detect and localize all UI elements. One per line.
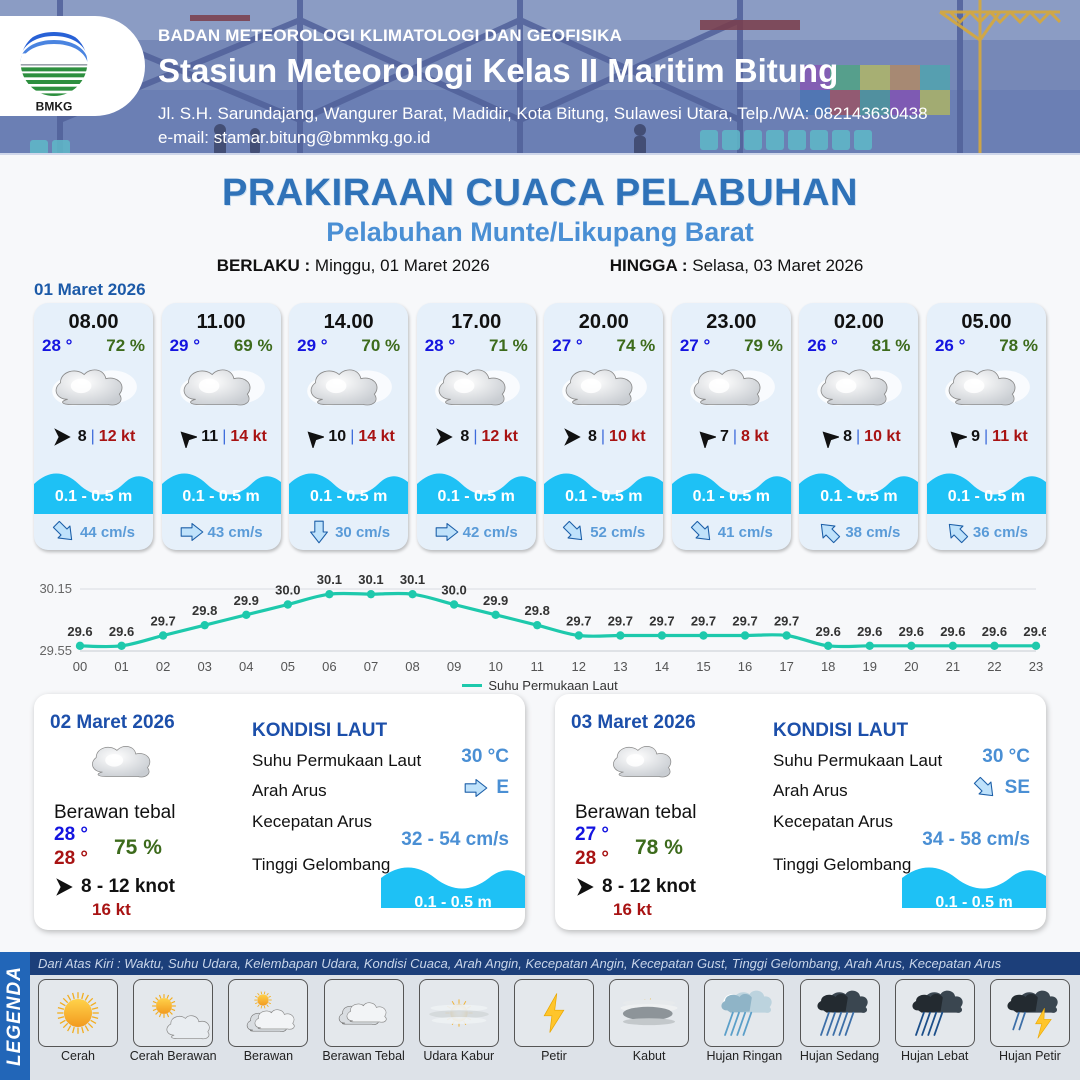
svg-text:29.7: 29.7 <box>150 614 175 629</box>
svg-text:17: 17 <box>779 659 793 673</box>
svg-text:12: 12 <box>572 659 586 673</box>
svg-text:29.8: 29.8 <box>525 603 550 618</box>
svg-text:06: 06 <box>322 659 336 673</box>
svg-text:29.6: 29.6 <box>67 624 92 639</box>
svg-text:20: 20 <box>904 659 918 673</box>
svg-text:07: 07 <box>364 659 378 673</box>
svg-text:19: 19 <box>863 659 877 673</box>
svg-text:29.6: 29.6 <box>857 624 882 639</box>
svg-text:00: 00 <box>73 659 87 673</box>
svg-text:29.7: 29.7 <box>649 614 674 629</box>
svg-text:29.7: 29.7 <box>566 614 591 629</box>
svg-text:22: 22 <box>987 659 1001 673</box>
svg-text:14: 14 <box>655 659 669 673</box>
svg-text:15: 15 <box>696 659 710 673</box>
svg-text:29.55: 29.55 <box>39 643 72 658</box>
svg-text:09: 09 <box>447 659 461 673</box>
svg-text:BMKG: BMKG <box>36 100 73 114</box>
svg-text:30.1: 30.1 <box>317 572 342 587</box>
svg-text:03: 03 <box>197 659 211 673</box>
svg-text:16: 16 <box>738 659 752 673</box>
svg-text:29.6: 29.6 <box>940 624 965 639</box>
svg-text:29.7: 29.7 <box>774 614 799 629</box>
svg-text:13: 13 <box>613 659 627 673</box>
svg-text:29.7: 29.7 <box>732 614 757 629</box>
svg-text:04: 04 <box>239 659 253 673</box>
svg-text:21: 21 <box>946 659 960 673</box>
svg-text:01: 01 <box>114 659 128 673</box>
svg-text:30.1: 30.1 <box>400 572 425 587</box>
svg-text:29.6: 29.6 <box>1023 624 1046 639</box>
svg-text:30.0: 30.0 <box>275 583 300 598</box>
svg-text:29.7: 29.7 <box>691 614 716 629</box>
svg-text:29.6: 29.6 <box>899 624 924 639</box>
svg-text:23: 23 <box>1029 659 1043 673</box>
svg-text:30.0: 30.0 <box>441 583 466 598</box>
svg-text:29.8: 29.8 <box>192 603 217 618</box>
svg-text:29.6: 29.6 <box>982 624 1007 639</box>
svg-text:02: 02 <box>156 659 170 673</box>
svg-text:08: 08 <box>405 659 419 673</box>
svg-text:05: 05 <box>281 659 295 673</box>
svg-text:18: 18 <box>821 659 835 673</box>
svg-text:29.9: 29.9 <box>483 593 508 608</box>
svg-text:29.9: 29.9 <box>234 593 259 608</box>
svg-text:10: 10 <box>488 659 502 673</box>
svg-text:30.15: 30.15 <box>39 581 72 596</box>
svg-text:30.1: 30.1 <box>358 572 383 587</box>
svg-text:29.7: 29.7 <box>608 614 633 629</box>
svg-text:29.6: 29.6 <box>109 624 134 639</box>
svg-text:11: 11 <box>530 659 544 673</box>
svg-text:29.6: 29.6 <box>816 624 841 639</box>
